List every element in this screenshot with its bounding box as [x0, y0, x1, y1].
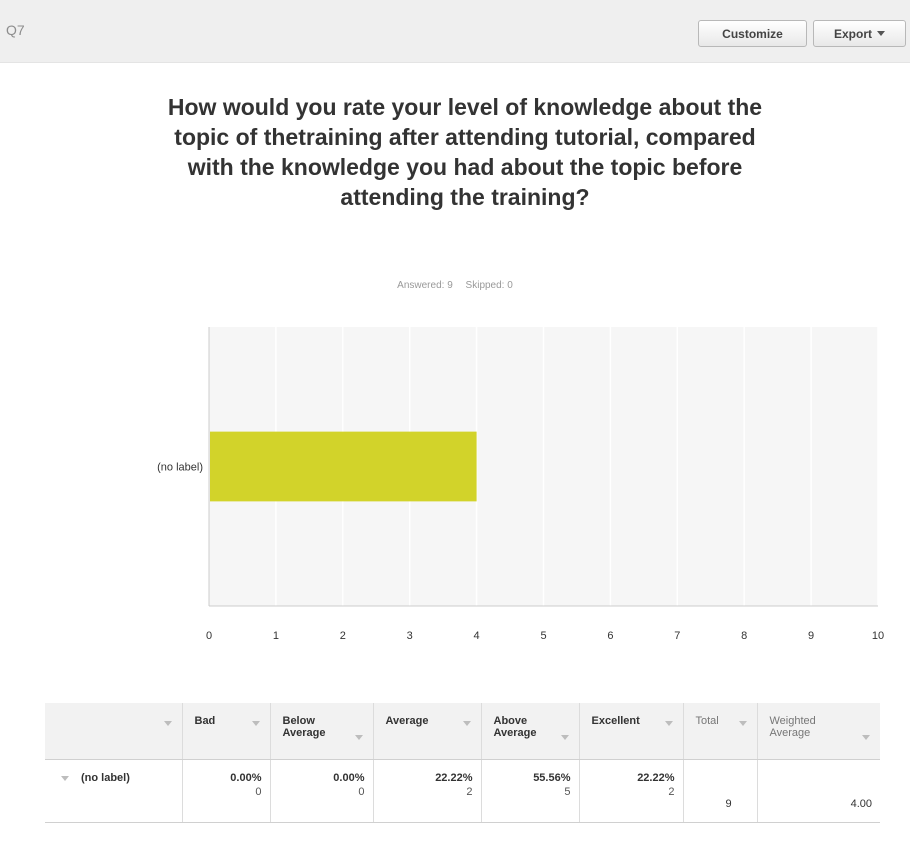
response-stats: Answered: 9 Skipped: 0: [0, 280, 910, 291]
sort-icon: [738, 721, 747, 726]
column-header-above-average[interactable]: Above Average: [481, 703, 580, 760]
row-label: (no label): [57, 772, 174, 784]
column-header-weighted-average[interactable]: Weighted Average: [757, 703, 880, 760]
category-label: (no label): [157, 462, 203, 474]
bar: [210, 431, 477, 502]
skipped-count: Skipped: 0: [465, 280, 513, 291]
cell-excellent: 22.22% 2: [579, 759, 684, 823]
x-tick-label: 5: [540, 630, 546, 642]
results-table: Bad Below Average Average Above Average …: [45, 703, 880, 823]
column-header-below-average[interactable]: Below Average: [270, 703, 374, 760]
table-header-row: Bad Below Average Average Above Average …: [45, 703, 880, 760]
x-tick-label: 4: [474, 630, 480, 642]
question-title: How would you rate your level of knowled…: [167, 94, 763, 210]
column-header-total[interactable]: Total: [683, 703, 758, 760]
column-header-excellent[interactable]: Excellent: [579, 703, 684, 760]
question-header-bar: Q7 Customize Export: [0, 0, 910, 63]
x-tick-label: 10: [872, 630, 884, 642]
x-tick-label: 0: [206, 630, 212, 642]
x-tick-label: 9: [808, 630, 814, 642]
sort-icon: [354, 735, 363, 740]
sort-icon: [251, 721, 260, 726]
x-tick-label: 6: [607, 630, 613, 642]
sort-icon: [862, 735, 870, 740]
cell-average: 22.22% 2: [373, 759, 482, 823]
row-label-cell[interactable]: (no label): [45, 759, 183, 823]
column-header-label[interactable]: [45, 703, 183, 760]
x-tick-label: 2: [340, 630, 346, 642]
cell-weighted-average: 4.00: [757, 759, 880, 823]
cell-above-average: 55.56% 5: [481, 759, 580, 823]
column-header-average[interactable]: Average: [373, 703, 482, 760]
x-tick-label: 7: [674, 630, 680, 642]
sort-icon: [462, 721, 471, 726]
customize-button-label: Customize: [722, 26, 783, 41]
sort-icon: [560, 735, 569, 740]
x-tick-label: 8: [741, 630, 747, 642]
bar-chart: 0 1 2 3 4 5 6 7 8 9 10 (no label): [157, 327, 884, 642]
customize-button[interactable]: Customize: [698, 20, 807, 47]
sort-icon: [163, 721, 172, 726]
x-tick-label: 3: [407, 630, 413, 642]
chevron-down-icon: [61, 775, 69, 781]
chevron-down-icon: [877, 31, 885, 36]
x-tick-label: 1: [273, 630, 279, 642]
cell-bad: 0.00% 0: [182, 759, 271, 823]
export-button[interactable]: Export: [813, 20, 906, 47]
export-button-label: Export: [833, 26, 872, 41]
cell-total: 9: [683, 759, 758, 823]
column-header-bad[interactable]: Bad: [182, 703, 271, 760]
question-number: Q7: [6, 22, 25, 38]
table-row: (no label) 0.00% 0 0.00% 0 22.22% 2 55.56% 5…: [45, 759, 880, 823]
answered-count: Answered: 9: [397, 280, 453, 291]
cell-below-average: 0.00% 0: [270, 759, 374, 823]
sort-icon: [664, 721, 673, 726]
